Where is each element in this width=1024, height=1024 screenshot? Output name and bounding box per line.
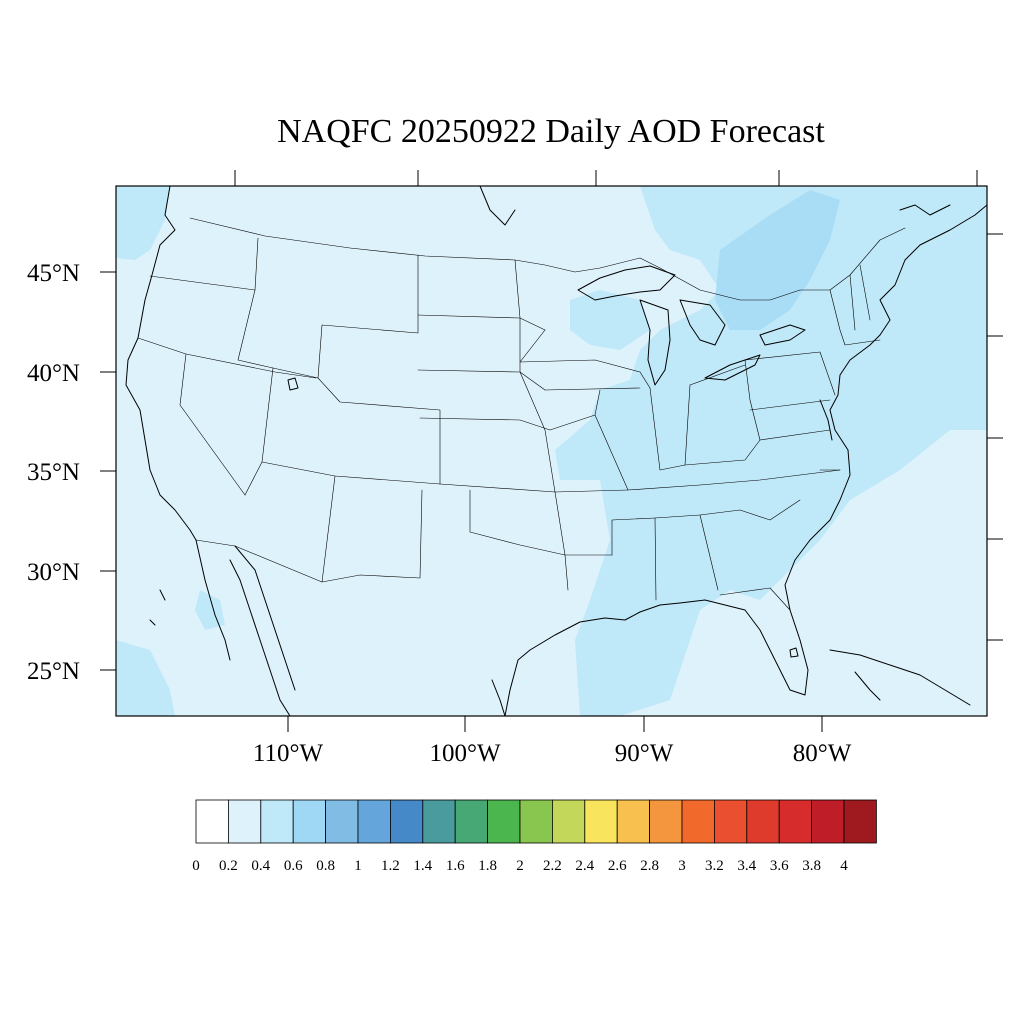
colorbar-box: [389, 799, 424, 844]
colorbar-box: [227, 799, 262, 844]
aod-great-lakes-haze: [570, 290, 650, 350]
colorbar-box: [584, 799, 618, 844]
colorbar-label: 0.6: [284, 858, 303, 874]
colorbar-label: 0: [192, 858, 200, 874]
top-ticks: [234, 170, 978, 186]
coastlines: [125, 186, 987, 716]
colorbar-box: [519, 799, 553, 844]
aod-pacific-haze: [116, 186, 170, 260]
lat-label: 45°N: [27, 260, 80, 287]
colorbar-boxes: [195, 799, 877, 844]
aod-haze-layer: [116, 186, 987, 716]
colorbar-box: [746, 799, 780, 844]
colorbar-box: [552, 799, 586, 844]
lon-label: 80°W: [793, 740, 852, 767]
right-ticks: [987, 233, 1003, 641]
state-borders: [137, 217, 906, 611]
aod-southeast-haze: [720, 530, 780, 590]
colorbar-box: [454, 799, 489, 844]
colorbar-label: 3: [678, 858, 686, 874]
colorbar-label: 4: [840, 858, 848, 874]
colorbar-box: [616, 799, 651, 844]
colorbar-label: 0.4: [251, 858, 270, 874]
colorbar-box: [649, 799, 683, 844]
colorbar-box: [260, 799, 294, 844]
colorbar-label: 2.8: [640, 858, 659, 874]
colorbar-box: [843, 799, 877, 844]
lat-label: 40°N: [27, 360, 80, 387]
colorbar-label: 3.4: [737, 858, 756, 874]
map-frame: [115, 185, 988, 717]
colorbar-label: 2.6: [608, 858, 627, 874]
map-panel: 45°N 40°N 35°N 30°N 25°N 110°W 100°W 90°…: [27, 170, 1003, 767]
colorbar-box: [325, 799, 359, 844]
lon-label: 100°W: [429, 740, 500, 767]
colorbar-label: 3.6: [770, 858, 789, 874]
lat-label: 35°N: [27, 459, 80, 486]
colorbar-label: 0.8: [316, 858, 335, 874]
colorbar: 0 0.2 0.4 0.6 0.8 1 1.2 1.4 1.6 1.8 2 2.2 2.4 2.6 2.8 3…: [192, 799, 877, 874]
colorbar-label: 1.4: [413, 858, 432, 874]
lat-label: 30°N: [27, 559, 80, 586]
colorbar-label: 3.2: [705, 858, 724, 874]
colorbar-label: 0.2: [219, 858, 238, 874]
latitude-labels: 45°N 40°N 35°N 30°N 25°N: [27, 260, 80, 685]
colorbar-labels: 0 0.2 0.4 0.6 0.8 1 1.2 1.4 1.6 1.8 2 2.2 2.4 2.6 2.8 3…: [192, 858, 848, 874]
colorbar-box: [778, 799, 813, 844]
colorbar-label: 3.8: [802, 858, 821, 874]
colorbar-box: [292, 799, 327, 844]
colorbar-label: 1.2: [381, 858, 400, 874]
longitude-labels: 110°W 100°W 90°W 80°W: [253, 740, 852, 767]
lon-label: 110°W: [253, 740, 324, 767]
colorbar-box: [714, 799, 748, 844]
colorbar-label: 2.4: [575, 858, 594, 874]
chart-title: NAQFC 20250922 Daily AOD Forecast: [277, 113, 825, 150]
colorbar-box: [422, 799, 456, 844]
bottom-ticks: [287, 716, 823, 732]
colorbar-label: 1: [354, 858, 362, 874]
aod-northeast-haze: [555, 186, 987, 716]
aod-canada-plume: [715, 190, 840, 330]
colorbar-box: [487, 799, 521, 844]
colorbar-label: 2: [516, 858, 524, 874]
colorbar-box: [811, 799, 845, 844]
colorbar-label: 2.2: [543, 858, 562, 874]
colorbar-box: [681, 799, 715, 844]
colorbar-box: [195, 799, 229, 844]
lon-label: 90°W: [615, 740, 674, 767]
aod-southwest-haze: [116, 640, 175, 716]
left-ticks: [100, 271, 116, 671]
colorbar-label: 1.6: [446, 858, 465, 874]
colorbar-box: [357, 799, 391, 844]
lat-label: 25°N: [27, 658, 80, 685]
colorbar-label: 1.8: [478, 858, 497, 874]
